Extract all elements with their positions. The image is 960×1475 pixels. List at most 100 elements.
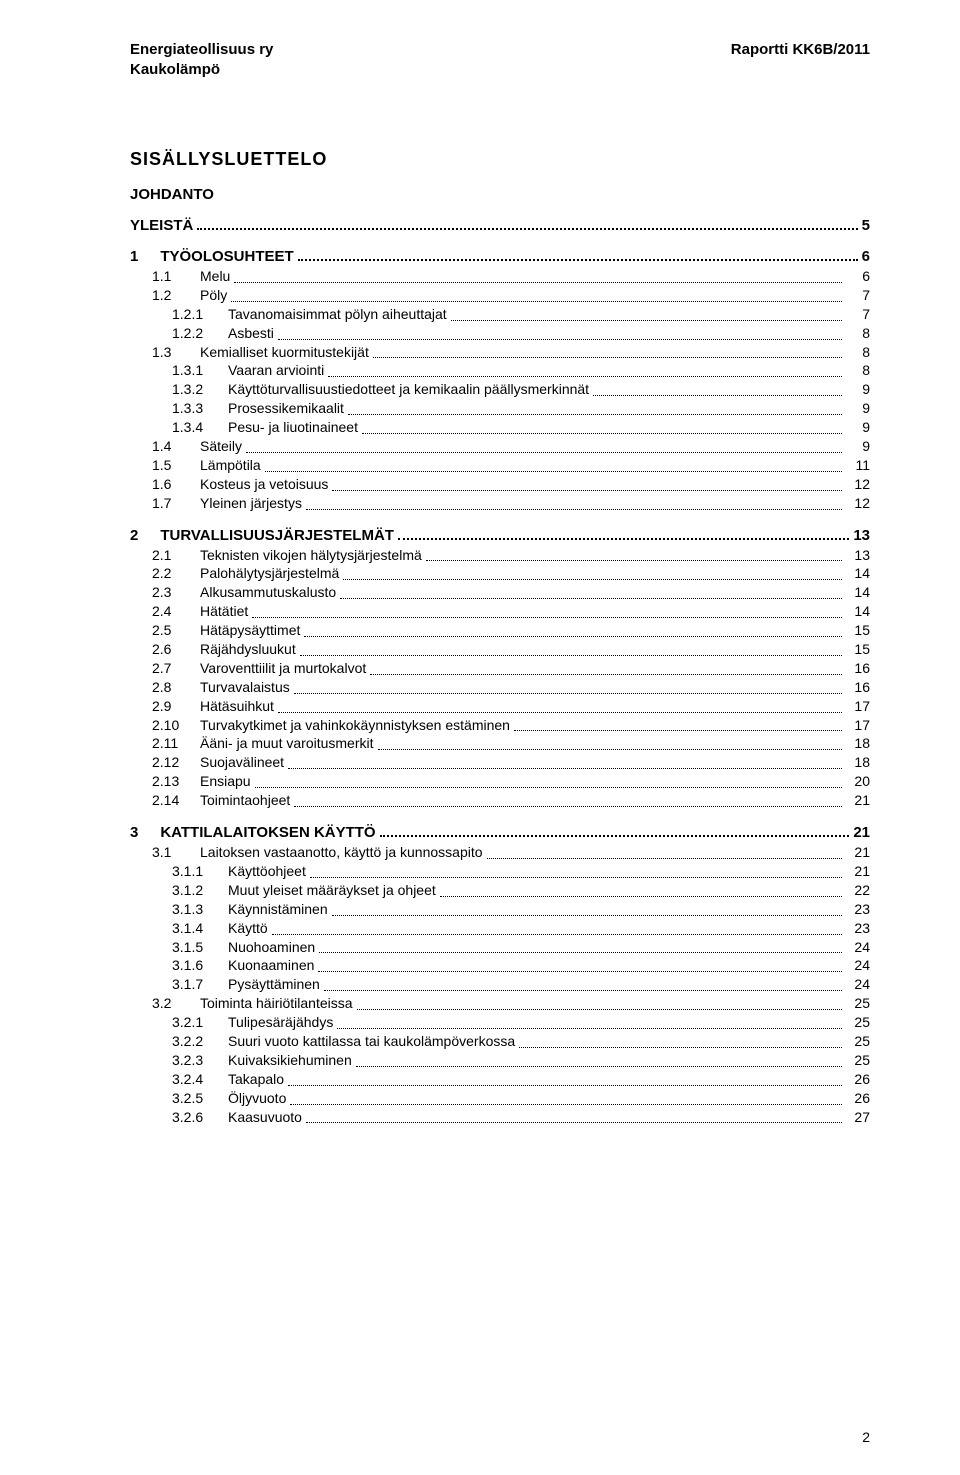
toc-subsubsection: 1.2.2Asbesti8 — [130, 324, 870, 343]
toc-leader-dots — [298, 248, 858, 261]
toc-entry-num: 1.7 — [152, 494, 200, 513]
toc-entry-page: 23 — [846, 919, 870, 938]
toc-entry-num: 2.13 — [152, 772, 200, 791]
toc-entry-num: 2.7 — [152, 659, 200, 678]
toc-leader-dots — [318, 956, 842, 972]
toc-entry-num: 3.2.5 — [172, 1089, 228, 1108]
toc-leader-dots — [378, 734, 842, 750]
toc-leader-dots — [288, 753, 842, 769]
toc-leader-dots — [487, 843, 842, 859]
toc-entry-page: 26 — [846, 1070, 870, 1089]
toc-subsection: 2.4Hätätiet 14 — [130, 602, 870, 621]
toc-subsection: 1.3Kemialliset kuormitustekijät8 — [130, 343, 870, 362]
toc-entry-num: 2.4 — [152, 602, 200, 621]
toc-entry-num: 1.1 — [152, 267, 200, 286]
toc-entry-label: Melu — [200, 267, 230, 286]
toc-entry-num: 1.2.2 — [172, 324, 228, 343]
toc-entry-num: 2.8 — [152, 678, 200, 697]
toc-section: 1 TYÖOLOSUHTEET6 — [130, 248, 870, 265]
toc-subsection: 2.8Turvavalaistus16 — [130, 678, 870, 697]
toc-leader-dots — [246, 437, 842, 453]
toc-entry-num: 1.2.1 — [172, 305, 228, 324]
toc-leader-dots — [514, 716, 842, 732]
toc-subsection: 2.6Räjähdysluukut15 — [130, 640, 870, 659]
toc-entry-label: Tavanomaisimmat pölyn aiheuttajat — [228, 305, 447, 324]
toc-subsection: 1.2Pöly7 — [130, 286, 870, 305]
toc-leader-dots — [356, 1051, 842, 1067]
toc-subsubsection: 3.2.2Suuri vuoto kattilassa tai kaukoläm… — [130, 1032, 870, 1051]
toc-leader-dots — [398, 527, 849, 540]
toc-leader-dots — [294, 678, 842, 694]
toc-subsection: 2.2Palohälytysjärjestelmä14 — [130, 564, 870, 583]
toc-subsection: 3.2Toiminta häiriötilanteissa25 — [130, 994, 870, 1013]
toc-entry-page: 6 — [846, 267, 870, 286]
toc-entry-num: 3.2.6 — [172, 1108, 228, 1127]
toc-subsection: 2.13Ensiapu20 — [130, 772, 870, 791]
toc-entry-page: 21 — [846, 843, 870, 862]
toc-subsection: 2.5Hätäpysäyttimet15 — [130, 621, 870, 640]
toc-entry-label: Varoventtiilit ja murtokalvot — [200, 659, 366, 678]
toc-subsubsection: 3.1.3Käynnistäminen23 — [130, 900, 870, 919]
toc-entry-num: 3.2.1 — [172, 1013, 228, 1032]
toc-entry-num: 1.2 — [152, 286, 200, 305]
toc-entry-num: 1.6 — [152, 475, 200, 494]
toc-entry-num: 3.1.5 — [172, 938, 228, 957]
toc-entry-page: 12 — [846, 494, 870, 513]
toc-entry-num: 2.5 — [152, 621, 200, 640]
toc-entry-label: Kuivaksikiehuminen — [228, 1051, 352, 1070]
toc-entry-num: 2.10 — [152, 716, 200, 735]
toc-entry-page: 24 — [846, 956, 870, 975]
toc-top-page: 5 — [862, 217, 870, 234]
toc-entry-num: 3.1.7 — [172, 975, 228, 994]
toc-entry-label: Käynnistäminen — [228, 900, 328, 919]
toc-entry-label: Hätätiet — [200, 602, 248, 621]
toc-leader-dots — [451, 305, 842, 321]
toc-entry-num: 3.1.6 — [172, 956, 228, 975]
toc-entry-page: 8 — [846, 343, 870, 362]
document-page: Energiateollisuus ry Kaukolämpö Raportti… — [0, 0, 960, 1475]
toc-top-entry: YLEISTÄ 5 — [130, 217, 870, 234]
toc-entry-num: 1.3.3 — [172, 399, 228, 418]
toc-entry-label: Pesu- ja liuotinaineet — [228, 418, 358, 437]
toc-section-num: 3 — [130, 824, 152, 841]
toc-subsection: 2.9Hätäsuihkut17 — [130, 697, 870, 716]
toc-subsection: 1.7Yleinen järjestys12 — [130, 494, 870, 513]
toc-entry-label: Pysäyttäminen — [228, 975, 320, 994]
toc-subsubsection: 3.2.3Kuivaksikiehuminen25 — [130, 1051, 870, 1070]
toc-section-page: 6 — [862, 248, 870, 265]
toc-entry-page: 23 — [846, 900, 870, 919]
toc-top-label: YLEISTÄ — [130, 217, 193, 234]
toc-entry-num: 2.1 — [152, 546, 200, 565]
toc-entry-label: Öljyvuoto — [228, 1089, 286, 1108]
toc-entry-page: 22 — [846, 881, 870, 900]
toc-entry-num: 1.3.4 — [172, 418, 228, 437]
toc-subsubsection: 3.1.2Muut yleiset määräykset ja ohjeet22 — [130, 881, 870, 900]
toc-entry-page: 14 — [846, 564, 870, 583]
toc-entry-page: 17 — [846, 716, 870, 735]
toc-entry-page: 8 — [846, 324, 870, 343]
toc-entry-label: Alkusammutuskalusto — [200, 583, 336, 602]
toc-entry-num: 2.12 — [152, 753, 200, 772]
toc-entry-page: 25 — [846, 994, 870, 1013]
toc-entry-page: 14 — [846, 583, 870, 602]
toc-entry-page: 8 — [846, 361, 870, 380]
header-right: Raportti KK6B/2011 — [731, 40, 870, 79]
toc-entry-label: Käyttö — [228, 919, 268, 938]
toc-leader-dots — [319, 938, 842, 954]
toc-entry-page: 26 — [846, 1089, 870, 1108]
toc-entry-label: Palohälytysjärjestelmä — [200, 564, 339, 583]
toc-entry-page: 18 — [846, 734, 870, 753]
toc-entry-page: 14 — [846, 602, 870, 621]
toc-entry-page: 21 — [846, 862, 870, 881]
toc-entry-num: 2.3 — [152, 583, 200, 602]
toc-subsection: 1.4Säteily9 — [130, 437, 870, 456]
toc-leader-dots — [348, 399, 842, 415]
toc-leader-dots — [519, 1032, 842, 1048]
toc-entry-num: 3.2.4 — [172, 1070, 228, 1089]
page-number: 2 — [862, 1429, 870, 1445]
toc-entry-page: 9 — [846, 380, 870, 399]
toc-entry-label: Suojavälineet — [200, 753, 284, 772]
toc-entry-num: 3.2 — [152, 994, 200, 1013]
toc-entry-page: 15 — [846, 621, 870, 640]
toc-leader-dots — [324, 975, 842, 991]
